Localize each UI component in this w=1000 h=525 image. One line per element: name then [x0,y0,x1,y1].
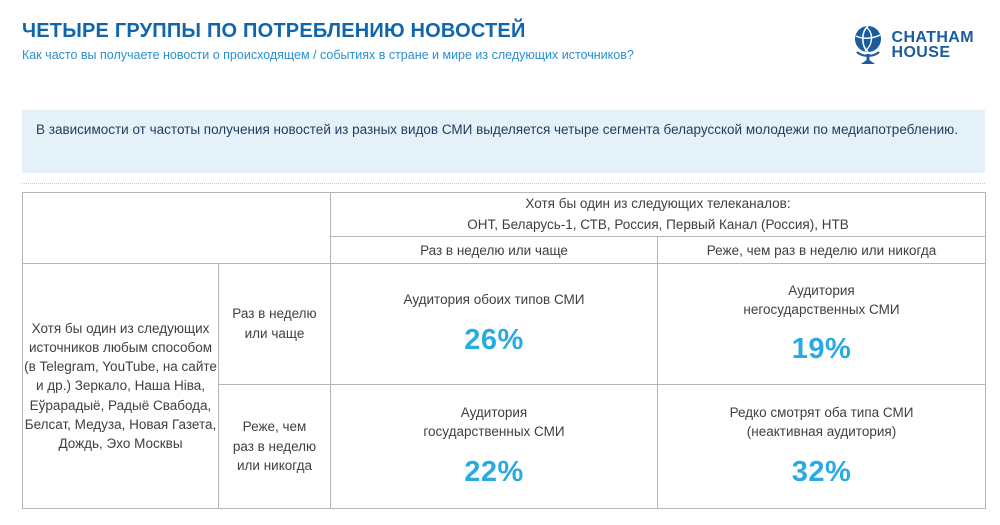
globe-icon [850,24,886,66]
intro-banner: В зависимости от частоты получения новос… [22,110,985,173]
page-subtitle: Как часто вы получаете новости о происхо… [22,48,634,62]
segment-value: 19% [791,333,852,366]
chatham-house-logo: CHATHAM HOUSE [850,24,975,66]
segment-value: 26% [464,323,524,356]
segment-label: Редко смотрят оба типа СМИ (неактивная а… [729,405,914,439]
row-header-rarely: Реже, чем раз в неделю или никогда [218,384,331,509]
logo-line2: HOUSE [891,44,951,61]
matrix-cell-nonstate-media: Аудитория негосударственных СМИ 19% [657,263,986,385]
sources-axis-label: Хотя бы один из следующих источников люб… [22,263,219,509]
row-header-weekly: Раз в неделю или чаще [218,263,331,385]
segment-value: 22% [464,455,524,488]
column-header-weekly: Раз в неделю или чаще [330,236,658,264]
matrix-empty-corner [22,192,331,264]
segments-table: Хотя бы один из следующих телеканалов: О… [22,192,986,509]
segment-label: Аудитория негосударственных СМИ [743,282,900,317]
column-header-rarely: Реже, чем раз в неделю или никогда [657,236,986,264]
matrix-cell-state-media: Аудитория государственных СМИ 22% [330,384,658,509]
segment-label: Аудитория обоих типов СМИ [403,292,585,308]
logo-text: CHATHAM HOUSE [891,29,975,61]
segment-value: 32% [791,455,852,488]
matrix-cell-both-media: Аудитория обоих типов СМИ 26% [330,263,658,385]
segment-label: Аудитория государственных СМИ [423,405,565,439]
logo-line1: CHATHAM [891,29,974,46]
tv-channels-header: Хотя бы один из следующих телеканалов: О… [330,192,986,237]
matrix-cell-inactive: Редко смотрят оба типа СМИ (неактивная а… [657,384,986,509]
section-divider [22,183,985,184]
intro-text: В зависимости от частоты получения новос… [36,122,959,137]
slide-header: ЧЕТЫРЕ ГРУППЫ ПО ПОТРЕБЛЕНИЮ НОВОСТЕЙ Ка… [0,0,1000,90]
page-title: ЧЕТЫРЕ ГРУППЫ ПО ПОТРЕБЛЕНИЮ НОВОСТЕЙ [22,20,526,42]
segments-matrix: Хотя бы один из следующих телеканалов: О… [22,192,986,509]
